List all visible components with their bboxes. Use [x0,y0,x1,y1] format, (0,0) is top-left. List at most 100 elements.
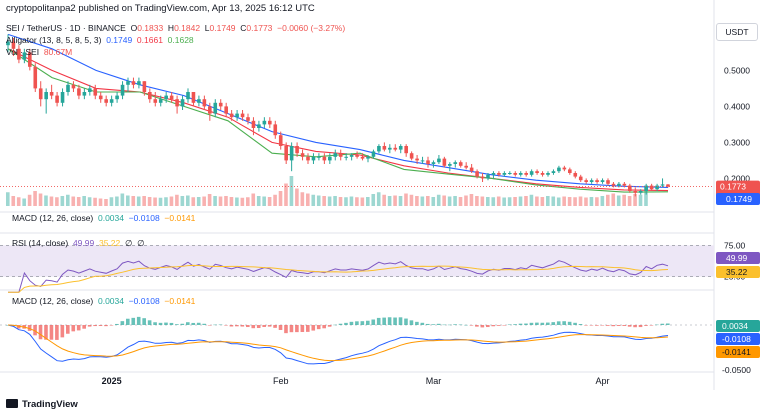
volume-bar [256,196,261,206]
candle-body [6,41,10,46]
macd-histogram-bar [38,325,43,340]
volume-bar [338,197,343,206]
macd-histogram-bar [300,325,305,333]
volume-bar [126,195,130,206]
volume-bar [453,196,457,206]
candle-body [311,156,316,161]
macd-histogram-bar [376,317,381,325]
macd-histogram-bar [136,316,141,325]
volume-bar [475,196,479,206]
macd-histogram-bar [16,325,21,329]
macd-histogram-bar [562,321,566,325]
candle-body [202,99,207,107]
volume-bar [611,193,616,206]
candle-body [360,156,365,159]
candle-body [431,162,436,164]
price-tick-label: 0.5000 [724,65,750,75]
currency-button[interactable]: USDT [716,23,758,41]
price-tick-label: 0.4000 [724,101,750,111]
jaw-line [7,33,669,188]
macd-histogram-bar [175,324,179,325]
macd-histogram-bar [240,325,245,327]
rsi-legend: RSI (14, close) 49.99 35.22 ∅ ∅ [12,238,145,248]
macd-histogram-bar [524,323,528,325]
volume-bar [164,197,168,206]
macd-histogram-bar [316,325,321,330]
candle-body [540,173,545,175]
volume-bar [387,196,392,206]
volume-bar [393,195,397,206]
macd-histogram-bar [246,325,250,328]
macd-histogram-bar [76,325,81,331]
candle-body [535,171,539,173]
volume-bar [556,197,561,206]
macd-histogram-bar [655,324,659,326]
macd-histogram-bar [311,325,316,331]
candle-body [38,88,43,100]
macd-histogram-bar [442,324,446,326]
alligator-legend: Alligator (13, 8, 5, 8, 5, 3) 0.1749 0.1… [6,35,194,45]
macd-histogram-bar [387,317,392,325]
candle-body [666,184,670,187]
macd-histogram-bar [180,323,185,325]
macd-histogram-bar [464,324,468,326]
macd-histogram-bar [273,325,277,328]
candle-body [617,183,621,186]
candle-body [398,146,403,150]
volume-bar [180,196,185,206]
macd-histogram-bar [93,325,97,327]
signal-line [7,324,669,362]
volume-bar [349,196,354,206]
macd-histogram-bar [475,325,479,327]
candle-body [257,124,261,128]
macd-histogram-bar [611,325,616,327]
volume-bar [175,194,179,206]
candle-body [562,167,567,170]
time-axis-label: 2025 [102,376,122,386]
macd-histogram-bar [453,324,457,325]
volume-bar [622,194,626,206]
volume-bar [278,191,283,206]
macd-histogram-bar [60,325,65,338]
volume-bar [136,196,141,206]
macd-histogram-bar [507,324,512,325]
volume-bar [600,196,605,206]
time-axis-label: Feb [273,376,289,386]
candle-body [229,113,234,118]
volume-bar [289,176,294,206]
macd-histogram-bar [71,325,76,332]
symbol-legend: SEI / TetherUS · 1D · BINANCE O0.1833 H0… [6,23,346,33]
macd-histogram-bar [322,325,326,329]
macd-histogram-bar [529,322,534,325]
candle-body [273,124,278,136]
candle-body [595,180,599,182]
macd-histogram-bar [486,325,490,328]
macd-histogram-bar [191,322,196,325]
volume-bar [120,193,125,206]
macd-histogram-bar [284,325,288,334]
candle-body [508,173,512,174]
volume-bar [115,196,119,206]
macd-histogram-bar [518,323,523,325]
macd-signal-badge-label: -0.0141 [722,347,751,357]
volume-bar [158,197,163,206]
candle-body [22,52,27,60]
volume-bar [436,194,441,206]
volume-bar [218,196,223,206]
rsi-badge [716,252,760,264]
candle-body [88,88,92,92]
candle-body [322,156,327,161]
macd-histogram-bar [213,324,217,326]
candle-body [28,52,32,67]
volume-bar [573,197,577,206]
volume-bar [66,194,70,206]
candle-body [600,180,605,182]
rsi-ma-badge [716,266,760,278]
macd-histogram-bar [164,322,168,325]
macd-histogram-bar [573,322,577,325]
volume-bar [262,196,266,206]
candle-body [388,147,392,150]
volume-bar [98,198,103,206]
volume-bar [273,194,277,206]
candle-body [213,102,218,114]
